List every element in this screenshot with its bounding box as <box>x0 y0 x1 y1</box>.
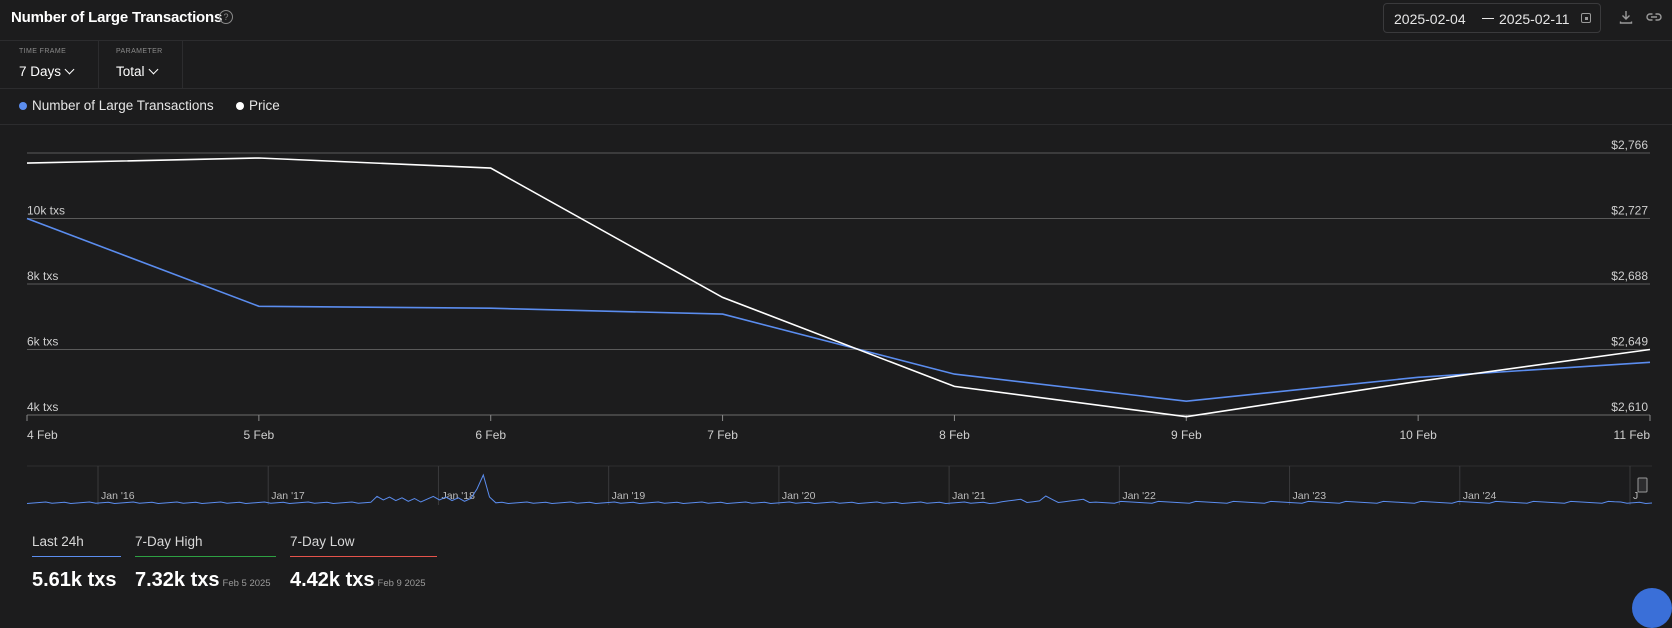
navigator-label: Jan '23 <box>1293 490 1327 502</box>
stat-7day-low: 7-Day Low 4.42k txs Feb 9 2025 <box>290 534 437 592</box>
timeframe-caption: TIME FRAME <box>19 48 67 55</box>
y-left-tick-label: 4k txs <box>27 400 58 414</box>
download-icon[interactable] <box>1618 9 1634 25</box>
navigator-label: Jan '24 <box>1463 490 1497 502</box>
parameter-select[interactable]: Total <box>116 64 158 79</box>
navigator-label: Jan '18 <box>441 490 475 502</box>
stat-last-24h: Last 24h 5.61k txs <box>32 534 121 592</box>
stat-value: 7.32k txs <box>135 569 220 591</box>
navigator-sparkline <box>26 473 1653 505</box>
navigator-label: J <box>1633 490 1638 502</box>
date-range-picker[interactable]: 2025-02-04 2025-02-11 <box>1383 3 1601 33</box>
navigator-label: Jan '21 <box>952 490 986 502</box>
parameter-caption: PARAMETER <box>116 48 163 55</box>
y-right-tick-label: $2,649 <box>1611 335 1648 349</box>
page-title: Number of Large Transactions <box>11 9 223 26</box>
navigator-area <box>27 466 1652 505</box>
legend-dot <box>236 102 244 110</box>
stat-value: 4.42k txs <box>290 569 375 591</box>
stat-7day-high: 7-Day High 7.32k txs Feb 5 2025 <box>135 534 276 592</box>
date-end[interactable]: 2025-02-11 <box>1499 11 1570 27</box>
chart-controls: TIME FRAME 7 Days PARAMETER Total <box>0 41 1672 89</box>
x-tick-label: 6 Feb <box>475 428 506 442</box>
x-tick-label: 4 Feb <box>27 428 58 442</box>
navigator-label: Jan '20 <box>782 490 816 502</box>
x-tick-label: 7 Feb <box>707 428 738 442</box>
y-left-tick-label: 10k txs <box>27 204 65 218</box>
parameter-dropdown[interactable]: PARAMETER Total <box>98 41 183 88</box>
x-tick-label: 8 Feb <box>939 428 970 442</box>
legend-item-price[interactable]: Price <box>236 98 280 113</box>
chat-icon[interactable] <box>1632 588 1672 628</box>
x-tick-label: 10 Feb <box>1399 428 1437 442</box>
stat-date: Feb 5 2025 <box>222 578 271 589</box>
price-line <box>26 157 1651 418</box>
y-right-tick-label: $2,766 <box>1611 138 1648 152</box>
navigator-label: Jan '16 <box>101 490 135 502</box>
date-separator <box>1482 18 1494 19</box>
y-right-tick-label: $2,688 <box>1611 269 1648 283</box>
legend-dot <box>19 102 27 110</box>
x-tick-label: 5 Feb <box>244 428 275 442</box>
timeframe-value: 7 Days <box>19 64 62 79</box>
stat-date: Feb 9 2025 <box>377 578 426 589</box>
timeframe-dropdown[interactable]: TIME FRAME 7 Days <box>0 41 99 88</box>
stat-label: 7-Day High <box>135 534 203 549</box>
y-right-tick-label: $2,610 <box>1611 400 1648 414</box>
help-icon[interactable]: ? <box>219 10 233 24</box>
stat-underline <box>32 556 121 557</box>
y-right-tick-label: $2,727 <box>1611 204 1648 218</box>
stat-label: 7-Day Low <box>290 534 355 549</box>
stat-underline <box>135 556 276 557</box>
x-tick-label: 11 Feb <box>1614 428 1651 442</box>
large-transactions-line <box>26 217 1651 403</box>
stat-label: Last 24h <box>32 534 84 549</box>
navigator-handle <box>1637 477 1648 493</box>
parameter-value: Total <box>116 64 145 79</box>
navigator-label: Jan '17 <box>271 490 305 502</box>
stat-value: 5.61k txs <box>32 569 117 591</box>
navigator-label: Jan '22 <box>1122 490 1156 502</box>
navigator-label: Jan '19 <box>612 490 646 502</box>
legend-label: Number of Large Transactions <box>32 98 214 113</box>
stat-underline <box>290 556 437 557</box>
date-start[interactable]: 2025-02-04 <box>1394 11 1466 27</box>
link-icon[interactable] <box>1645 9 1663 25</box>
legend-item-large-transactions[interactable]: Number of Large Transactions <box>19 98 214 113</box>
x-tick-label: 9 Feb <box>1171 428 1202 442</box>
chart-legend: Number of Large Transactions Price <box>0 89 1672 125</box>
timeframe-select[interactable]: 7 Days <box>19 64 75 79</box>
y-left-tick-label: 8k txs <box>27 269 58 283</box>
legend-label: Price <box>249 98 280 113</box>
y-left-tick-label: 6k txs <box>27 335 58 349</box>
calendar-icon[interactable] <box>1581 13 1591 23</box>
line-chart[interactable]: $2,610 $2,649 $2,688 $2,727 $2,766 4k txs 6k t… <box>0 0 1672 520</box>
chart-header: Number of Large Transactions ? 2025-02-0… <box>0 0 1672 41</box>
